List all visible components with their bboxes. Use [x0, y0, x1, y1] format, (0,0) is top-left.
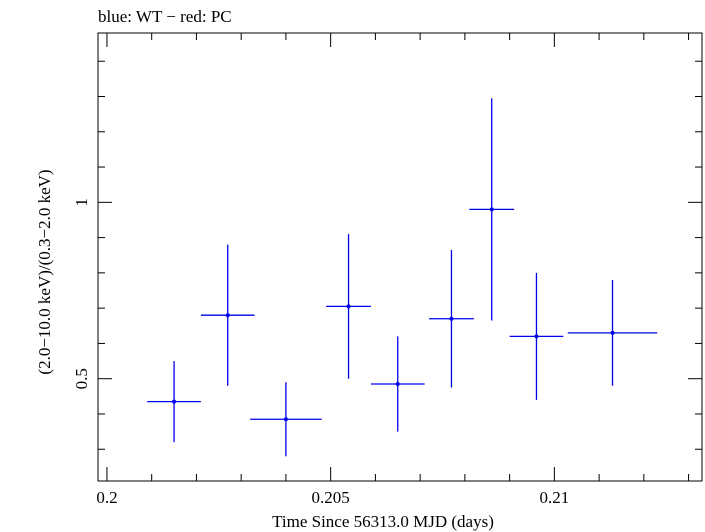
point-marker — [395, 381, 400, 386]
point-marker — [225, 313, 230, 318]
point-marker — [610, 330, 615, 335]
data-point — [326, 234, 371, 379]
y-tick-label: 1 — [72, 198, 91, 207]
point-marker — [449, 316, 454, 321]
data-point — [370, 336, 425, 432]
y-axis-label: (2.0−10.0 keV)/(0.3−2.0 keV) — [35, 169, 54, 374]
x-tick-label: 0.205 — [312, 488, 350, 507]
axes-frame — [97, 32, 703, 482]
x-axis-label: Time Since 56313.0 MJD (days) — [272, 512, 494, 531]
chart-title: blue: WT − red: PC — [98, 7, 232, 26]
axis-ticks — [98, 33, 702, 481]
plot-frame — [97, 32, 703, 482]
data-points — [147, 98, 658, 457]
point-marker — [172, 399, 177, 404]
x-tick-label: 0.2 — [96, 488, 117, 507]
x-tick-label: 0.21 — [539, 488, 569, 507]
data-point — [509, 272, 564, 400]
point-marker — [534, 334, 539, 339]
data-point — [200, 244, 255, 386]
point-marker — [489, 207, 494, 212]
axis-tick-labels: 0.2 0.205 0.21 0.5 1 — [72, 198, 569, 507]
data-point — [429, 249, 474, 388]
point-marker — [346, 304, 351, 309]
data-point — [469, 98, 515, 321]
data-point — [567, 279, 658, 386]
data-point — [147, 361, 201, 443]
point-marker — [283, 417, 288, 422]
data-point — [250, 382, 322, 457]
y-tick-label: 0.5 — [72, 368, 91, 389]
